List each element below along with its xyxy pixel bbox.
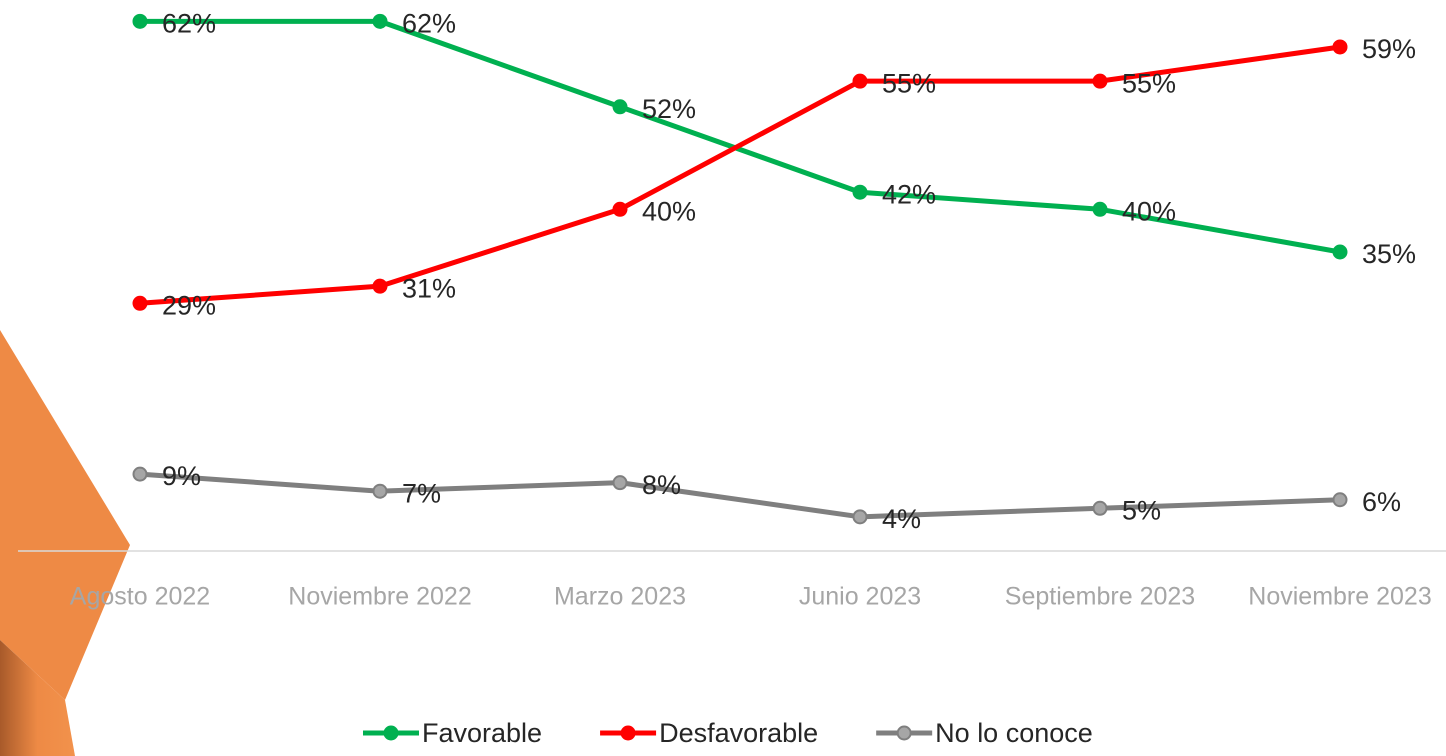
decor-shape <box>0 330 130 700</box>
series-line <box>139 471 1341 520</box>
marker <box>1332 39 1348 55</box>
marker <box>372 278 388 294</box>
x-tick-label: Agosto 2022 <box>70 583 210 611</box>
decor-shape <box>0 640 75 756</box>
marker <box>612 201 628 217</box>
marker <box>612 475 628 491</box>
legend-marker <box>620 725 636 741</box>
marker <box>1332 244 1348 260</box>
series-line <box>139 44 1341 306</box>
data-label: 55% <box>1122 68 1176 98</box>
x-tick-label: Noviembre 2022 <box>288 583 471 611</box>
data-label: 29% <box>162 290 216 320</box>
data-label: 62% <box>402 8 456 38</box>
data-label: 8% <box>642 470 681 500</box>
data-label: 55% <box>882 68 936 98</box>
data-label: 9% <box>162 461 201 491</box>
data-label: 6% <box>1362 487 1401 517</box>
marker <box>132 295 148 311</box>
marker <box>612 99 628 115</box>
data-label: 35% <box>1362 239 1416 269</box>
marker <box>132 13 148 29</box>
legend-marker <box>383 725 399 741</box>
data-label: 52% <box>642 94 696 124</box>
data-label: 40% <box>642 196 696 226</box>
legend-label: Desfavorable <box>659 718 818 748</box>
marker <box>1332 492 1348 508</box>
legend-label: Favorable <box>422 718 542 748</box>
marker <box>372 483 388 499</box>
marker <box>372 13 388 29</box>
data-label: 62% <box>162 8 216 38</box>
data-label: 7% <box>402 478 441 508</box>
marker <box>1092 500 1108 516</box>
marker <box>1092 201 1108 217</box>
x-tick-label: Noviembre 2023 <box>1248 583 1431 611</box>
marker <box>852 509 868 525</box>
marker <box>852 184 868 200</box>
x-tick-label: Junio 2023 <box>799 583 921 611</box>
marker <box>1092 73 1108 89</box>
data-label: 40% <box>1122 196 1176 226</box>
marker <box>852 73 868 89</box>
data-label: 4% <box>882 504 921 534</box>
x-tick-label: Septiembre 2023 <box>1005 583 1195 611</box>
data-label: 31% <box>402 273 456 303</box>
legend-marker <box>896 725 912 741</box>
data-label: 5% <box>1122 495 1161 525</box>
legend-label: No lo conoce <box>935 718 1093 748</box>
data-label: 42% <box>882 179 936 209</box>
data-label: 59% <box>1362 34 1416 64</box>
marker <box>132 466 148 482</box>
x-tick-label: Marzo 2023 <box>554 583 686 611</box>
series-line <box>140 18 1341 255</box>
